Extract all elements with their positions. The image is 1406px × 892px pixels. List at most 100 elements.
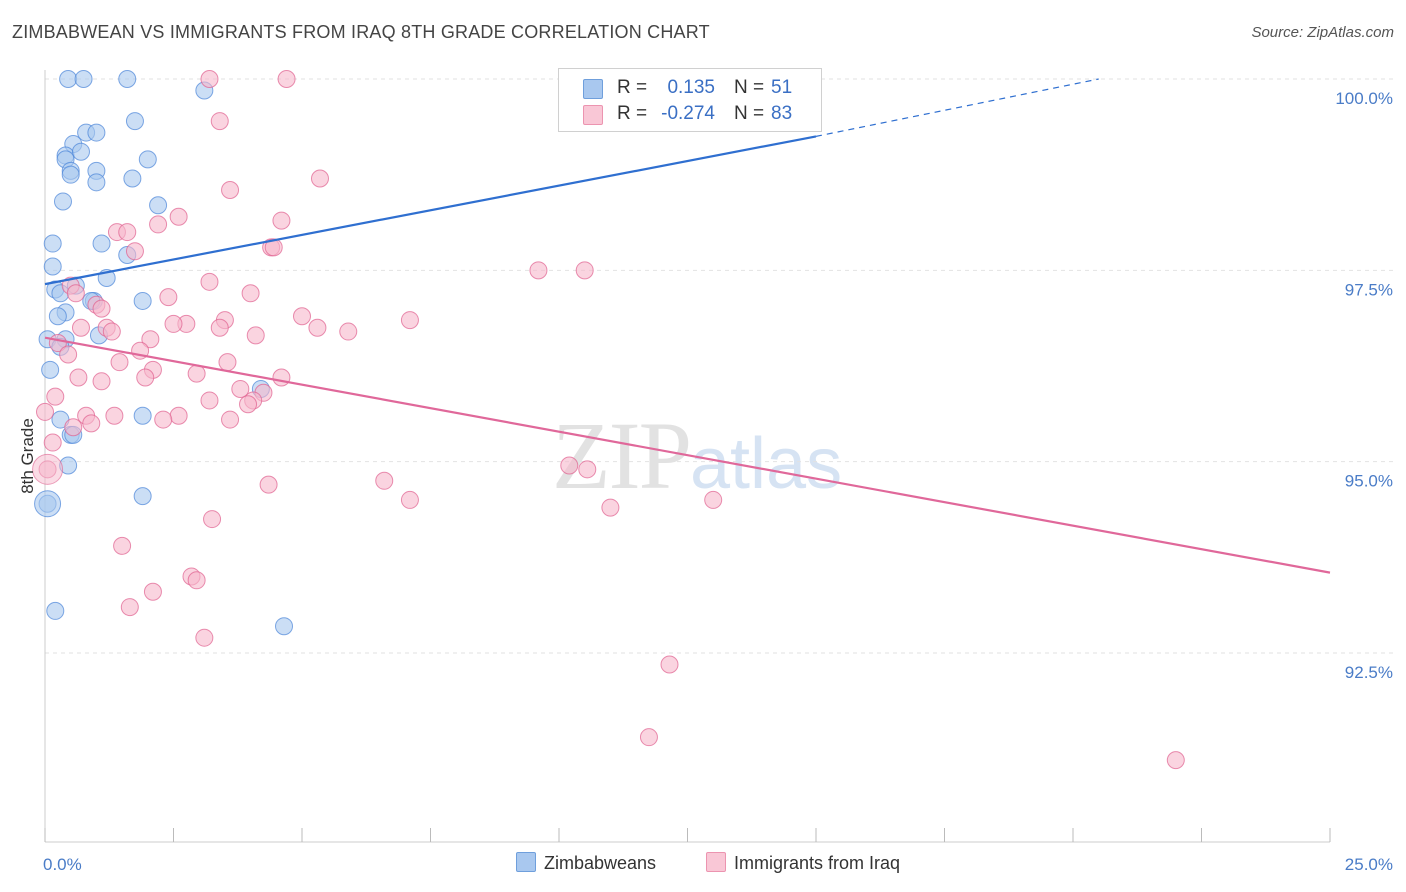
data-point: [529, 261, 548, 280]
data-point: [105, 406, 124, 425]
legend-row-zimbabweans: R = 0.135 N = 51: [559, 75, 821, 101]
x-tick-label: 0.0%: [43, 855, 82, 874]
axis-labels: 92.5% 95.0% 97.5% 100.0% 0.0% 25.0% 8th Grade: [18, 89, 1393, 874]
data-point: [169, 406, 188, 425]
data-point: [71, 318, 90, 337]
data-point: [264, 238, 283, 257]
legend-n-label: N =: [734, 77, 765, 98]
data-point: [110, 353, 129, 372]
data-point: [74, 70, 93, 88]
data-point: [560, 456, 579, 475]
data-point: [195, 628, 214, 647]
data-point: [578, 460, 597, 479]
data-point: [231, 379, 250, 398]
data-point: [277, 70, 296, 88]
data-point: [43, 234, 62, 253]
data-point: [210, 112, 229, 131]
legend-n-value: 51: [771, 77, 793, 98]
data-point: [143, 582, 162, 601]
data-point: [310, 169, 329, 188]
data-point: [133, 406, 152, 425]
grid-lines: [45, 78, 1395, 654]
data-point: [400, 311, 419, 330]
legend-row-iraq: R = -0.274 N = 83: [559, 101, 821, 127]
bottom-legend-swatch-pink: [706, 852, 726, 872]
source-credit: Source: ZipAtlas.com: [1251, 24, 1394, 41]
data-point: [118, 223, 137, 242]
data-point: [53, 192, 72, 211]
data-point: [575, 261, 594, 280]
data-point: [400, 490, 419, 509]
y-tick-label: 97.5%: [1345, 280, 1393, 299]
series-immigrants-from-iraq: [32, 70, 1185, 770]
data-point: [87, 123, 106, 142]
data-point: [259, 475, 278, 494]
data-point: [246, 326, 265, 345]
data-point: [113, 536, 132, 555]
y-axis-label: 8th Grade: [18, 418, 37, 494]
bottom-legend-label: Immigrants from Iraq: [734, 853, 901, 873]
legend-r-label: R =: [617, 77, 648, 98]
legend-r-value: -0.274: [661, 103, 715, 124]
data-point: [241, 284, 260, 303]
data-point: [59, 70, 78, 88]
data-point: [704, 490, 723, 509]
data-point: [118, 70, 137, 88]
data-point: [120, 598, 139, 617]
data-point: [203, 510, 222, 529]
data-point: [133, 487, 152, 506]
data-point: [169, 207, 188, 226]
correlation-legend: R = 0.135 N = 51 R = -0.274 N = 83: [558, 68, 822, 132]
data-point: [200, 272, 219, 291]
trendline-zimbabweans: [44, 135, 817, 286]
data-point: [601, 498, 620, 517]
data-point: [200, 391, 219, 410]
data-point: [92, 299, 111, 318]
data-point: [133, 291, 152, 310]
data-point: [187, 364, 206, 383]
watermark-zip: ZIP: [552, 402, 692, 509]
data-point: [272, 211, 291, 230]
legend-r-label: R =: [617, 103, 648, 124]
data-point: [71, 142, 90, 161]
chart-title: ZIMBABWEAN VS IMMIGRANTS FROM IRAQ 8TH G…: [12, 22, 710, 42]
data-point: [275, 617, 294, 636]
data-point: [221, 410, 240, 429]
data-point: [82, 414, 101, 433]
data-point: [92, 234, 111, 253]
data-point: [218, 353, 237, 372]
y-tick-label: 95.0%: [1345, 472, 1393, 491]
data-point: [164, 314, 183, 333]
data-point: [210, 318, 229, 337]
data-point: [46, 387, 65, 406]
data-point: [149, 196, 168, 215]
data-point: [187, 571, 206, 590]
data-point: [136, 368, 155, 387]
data-point: [123, 169, 142, 188]
data-point: [308, 318, 327, 337]
data-point: [43, 433, 62, 452]
data-point: [159, 288, 178, 307]
x-tick-label: 25.0%: [1345, 855, 1393, 874]
data-point: [64, 418, 83, 437]
data-point: [221, 180, 240, 199]
data-point: [69, 368, 88, 387]
data-point: [59, 345, 78, 364]
data-point: [125, 112, 144, 131]
data-point: [1166, 751, 1185, 770]
data-point: [48, 307, 67, 326]
data-point: [41, 360, 60, 379]
data-point: [154, 410, 173, 429]
data-point: [102, 322, 121, 341]
data-point: [87, 173, 106, 192]
data-point: [138, 150, 157, 169]
legend-swatch-pink: [583, 105, 603, 125]
data-point: [43, 257, 62, 276]
bottom-legend-iraq: Immigrants from Iraq: [706, 852, 900, 874]
watermark-atlas: atlas: [690, 424, 843, 504]
data-point: [32, 453, 64, 485]
data-point: [46, 601, 65, 620]
data-point: [36, 402, 54, 421]
data-point: [339, 322, 358, 341]
data-point: [92, 372, 111, 391]
